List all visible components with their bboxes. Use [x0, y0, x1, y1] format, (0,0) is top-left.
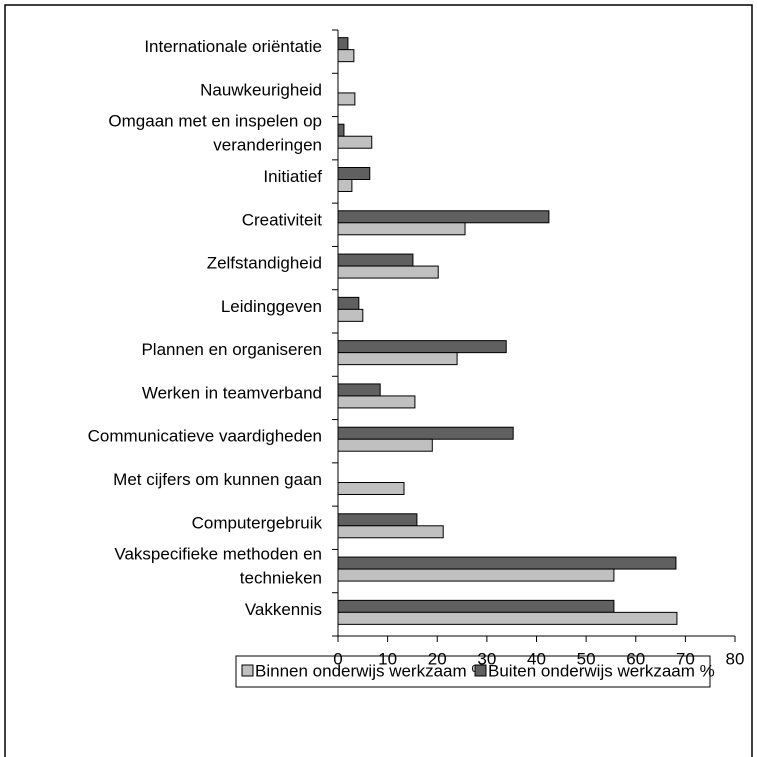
- bar: [337, 482, 405, 495]
- bar: [337, 340, 507, 354]
- bar: [337, 599, 615, 613]
- y-tick-label: Met cijfers om kunnen gaan: [113, 470, 322, 489]
- x-tick-label: 0: [333, 649, 342, 668]
- y-tick-label: Vakkennis: [245, 600, 322, 619]
- x-tick-label: 10: [378, 649, 397, 668]
- y-tick-label: Creativiteit: [242, 210, 323, 229]
- y-tick-label: Leidinggeven: [221, 297, 322, 316]
- y-tick-label: veranderingen: [213, 136, 322, 155]
- legend-label: Buiten onderwijs werkzaam %: [488, 661, 715, 680]
- bar: [337, 438, 433, 452]
- bar: [337, 210, 550, 224]
- legend-swatch: [474, 664, 487, 677]
- bar: [337, 513, 418, 527]
- chart-frame: [4, 4, 753, 757]
- bar: [337, 123, 345, 137]
- y-tick-label: Computergebruik: [192, 513, 323, 532]
- legend-box: [235, 655, 711, 688]
- bar: [337, 556, 677, 570]
- y-tick-label: Zelfstandigheid: [207, 254, 322, 273]
- bar: [337, 352, 458, 366]
- x-tick-label: 70: [676, 649, 695, 668]
- y-tick-label: Nauwkeurigheid: [200, 80, 322, 99]
- bar: [337, 49, 355, 63]
- bar: [337, 167, 371, 180]
- bar: [337, 265, 439, 279]
- bar: [337, 426, 514, 440]
- bar: [337, 308, 364, 322]
- bar: [337, 92, 356, 106]
- legend-swatch: [241, 664, 254, 677]
- bar: [337, 568, 615, 582]
- bar: [337, 395, 416, 409]
- bar: [337, 611, 678, 625]
- x-tick-label: 30: [477, 649, 496, 668]
- bar: [337, 253, 414, 267]
- x-tick-label: 50: [577, 649, 596, 668]
- x-tick-label: 60: [626, 649, 645, 668]
- bar: [337, 525, 444, 539]
- bar: [337, 222, 466, 236]
- y-tick-label: Plannen en organiseren: [141, 340, 322, 359]
- y-tick-label: Initiatief: [263, 167, 322, 186]
- bar: [337, 37, 349, 51]
- y-tick-label: Communicatieve vaardigheden: [88, 427, 322, 446]
- bar: [337, 296, 360, 310]
- x-tick-label: 20: [428, 649, 447, 668]
- legend-label: Binnen onderwijs werkzaam %: [255, 661, 487, 680]
- x-tick-label: 40: [527, 649, 546, 668]
- y-tick-label: Omgaan met en inspelen op: [108, 112, 322, 131]
- y-tick-label: Werken in teamverband: [142, 383, 322, 402]
- bar: [337, 383, 381, 397]
- x-tick-label: 80: [726, 649, 745, 668]
- y-tick-label: technieken: [240, 569, 322, 588]
- bar: [337, 179, 353, 192]
- y-tick-label: Internationale oriëntatie: [144, 37, 322, 56]
- y-tick-label: Vakspecifieke methoden en: [114, 545, 322, 564]
- bar: [337, 135, 373, 149]
